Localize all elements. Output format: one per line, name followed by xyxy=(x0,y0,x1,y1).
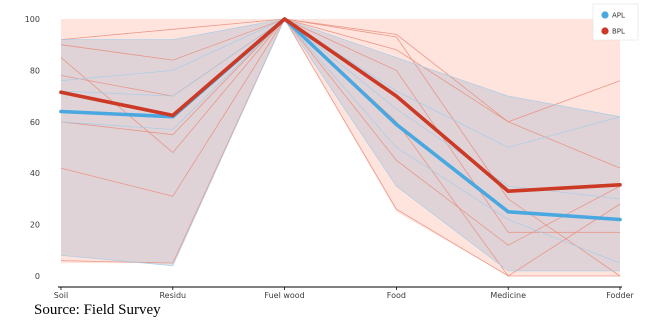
y-tick-label-0: 0 xyxy=(35,272,40,281)
band-bpl xyxy=(61,19,620,276)
line-chart: 0 20 40 60 80 100 Soil Residu Fuel wood Food Medi… xyxy=(25,3,639,300)
band-apl xyxy=(61,19,620,271)
legend-label-bpl: BPL xyxy=(612,28,625,36)
series-lines xyxy=(59,17,622,222)
series-line-bpl xyxy=(59,17,622,193)
x-axis-ticks: Soil Residu Fuel wood Food Medicine Fodder xyxy=(54,287,635,300)
individual-line-bpl-3 xyxy=(60,18,620,233)
individual-line-bpl-5 xyxy=(60,18,620,277)
individual-line-apl-9 xyxy=(60,18,621,148)
y-tick-label-60: 60 xyxy=(30,118,40,127)
y-tick-label-100: 100 xyxy=(25,15,40,24)
series-line-apl xyxy=(59,17,622,222)
individual-line-apl-10 xyxy=(60,18,620,272)
source-note: Source: Field Survey xyxy=(34,302,161,318)
legend: APL BPL xyxy=(592,3,639,41)
individual-line-bpl-7 xyxy=(60,18,621,169)
range-bands xyxy=(61,19,620,276)
x-tick-label: Food xyxy=(387,291,406,300)
individual-line-apl-8 xyxy=(61,18,621,118)
y-tick-label-40: 40 xyxy=(30,169,40,178)
x-tick-label: Residu xyxy=(159,291,186,300)
x-tick-label: Fuel wood xyxy=(264,291,304,300)
legend-label-apl: APL xyxy=(612,12,625,20)
legend-box xyxy=(592,3,639,41)
individual-line-bpl-2 xyxy=(60,18,621,154)
x-tick-label: Fodder xyxy=(606,291,634,300)
y-axis-ticks: 0 20 40 60 80 100 xyxy=(25,15,40,281)
y-tick-label-20: 20 xyxy=(30,221,40,230)
individual-line-apl-12 xyxy=(60,18,621,200)
x-tick-label: Soil xyxy=(54,291,68,300)
legend-marker-apl xyxy=(601,11,609,19)
y-tick-label-80: 80 xyxy=(30,66,40,75)
individual-line-bpl-6 xyxy=(60,18,621,246)
x-tick-label: Medicine xyxy=(490,291,526,300)
individual-line-apl-11 xyxy=(60,18,621,264)
legend-marker-bpl xyxy=(601,27,609,35)
